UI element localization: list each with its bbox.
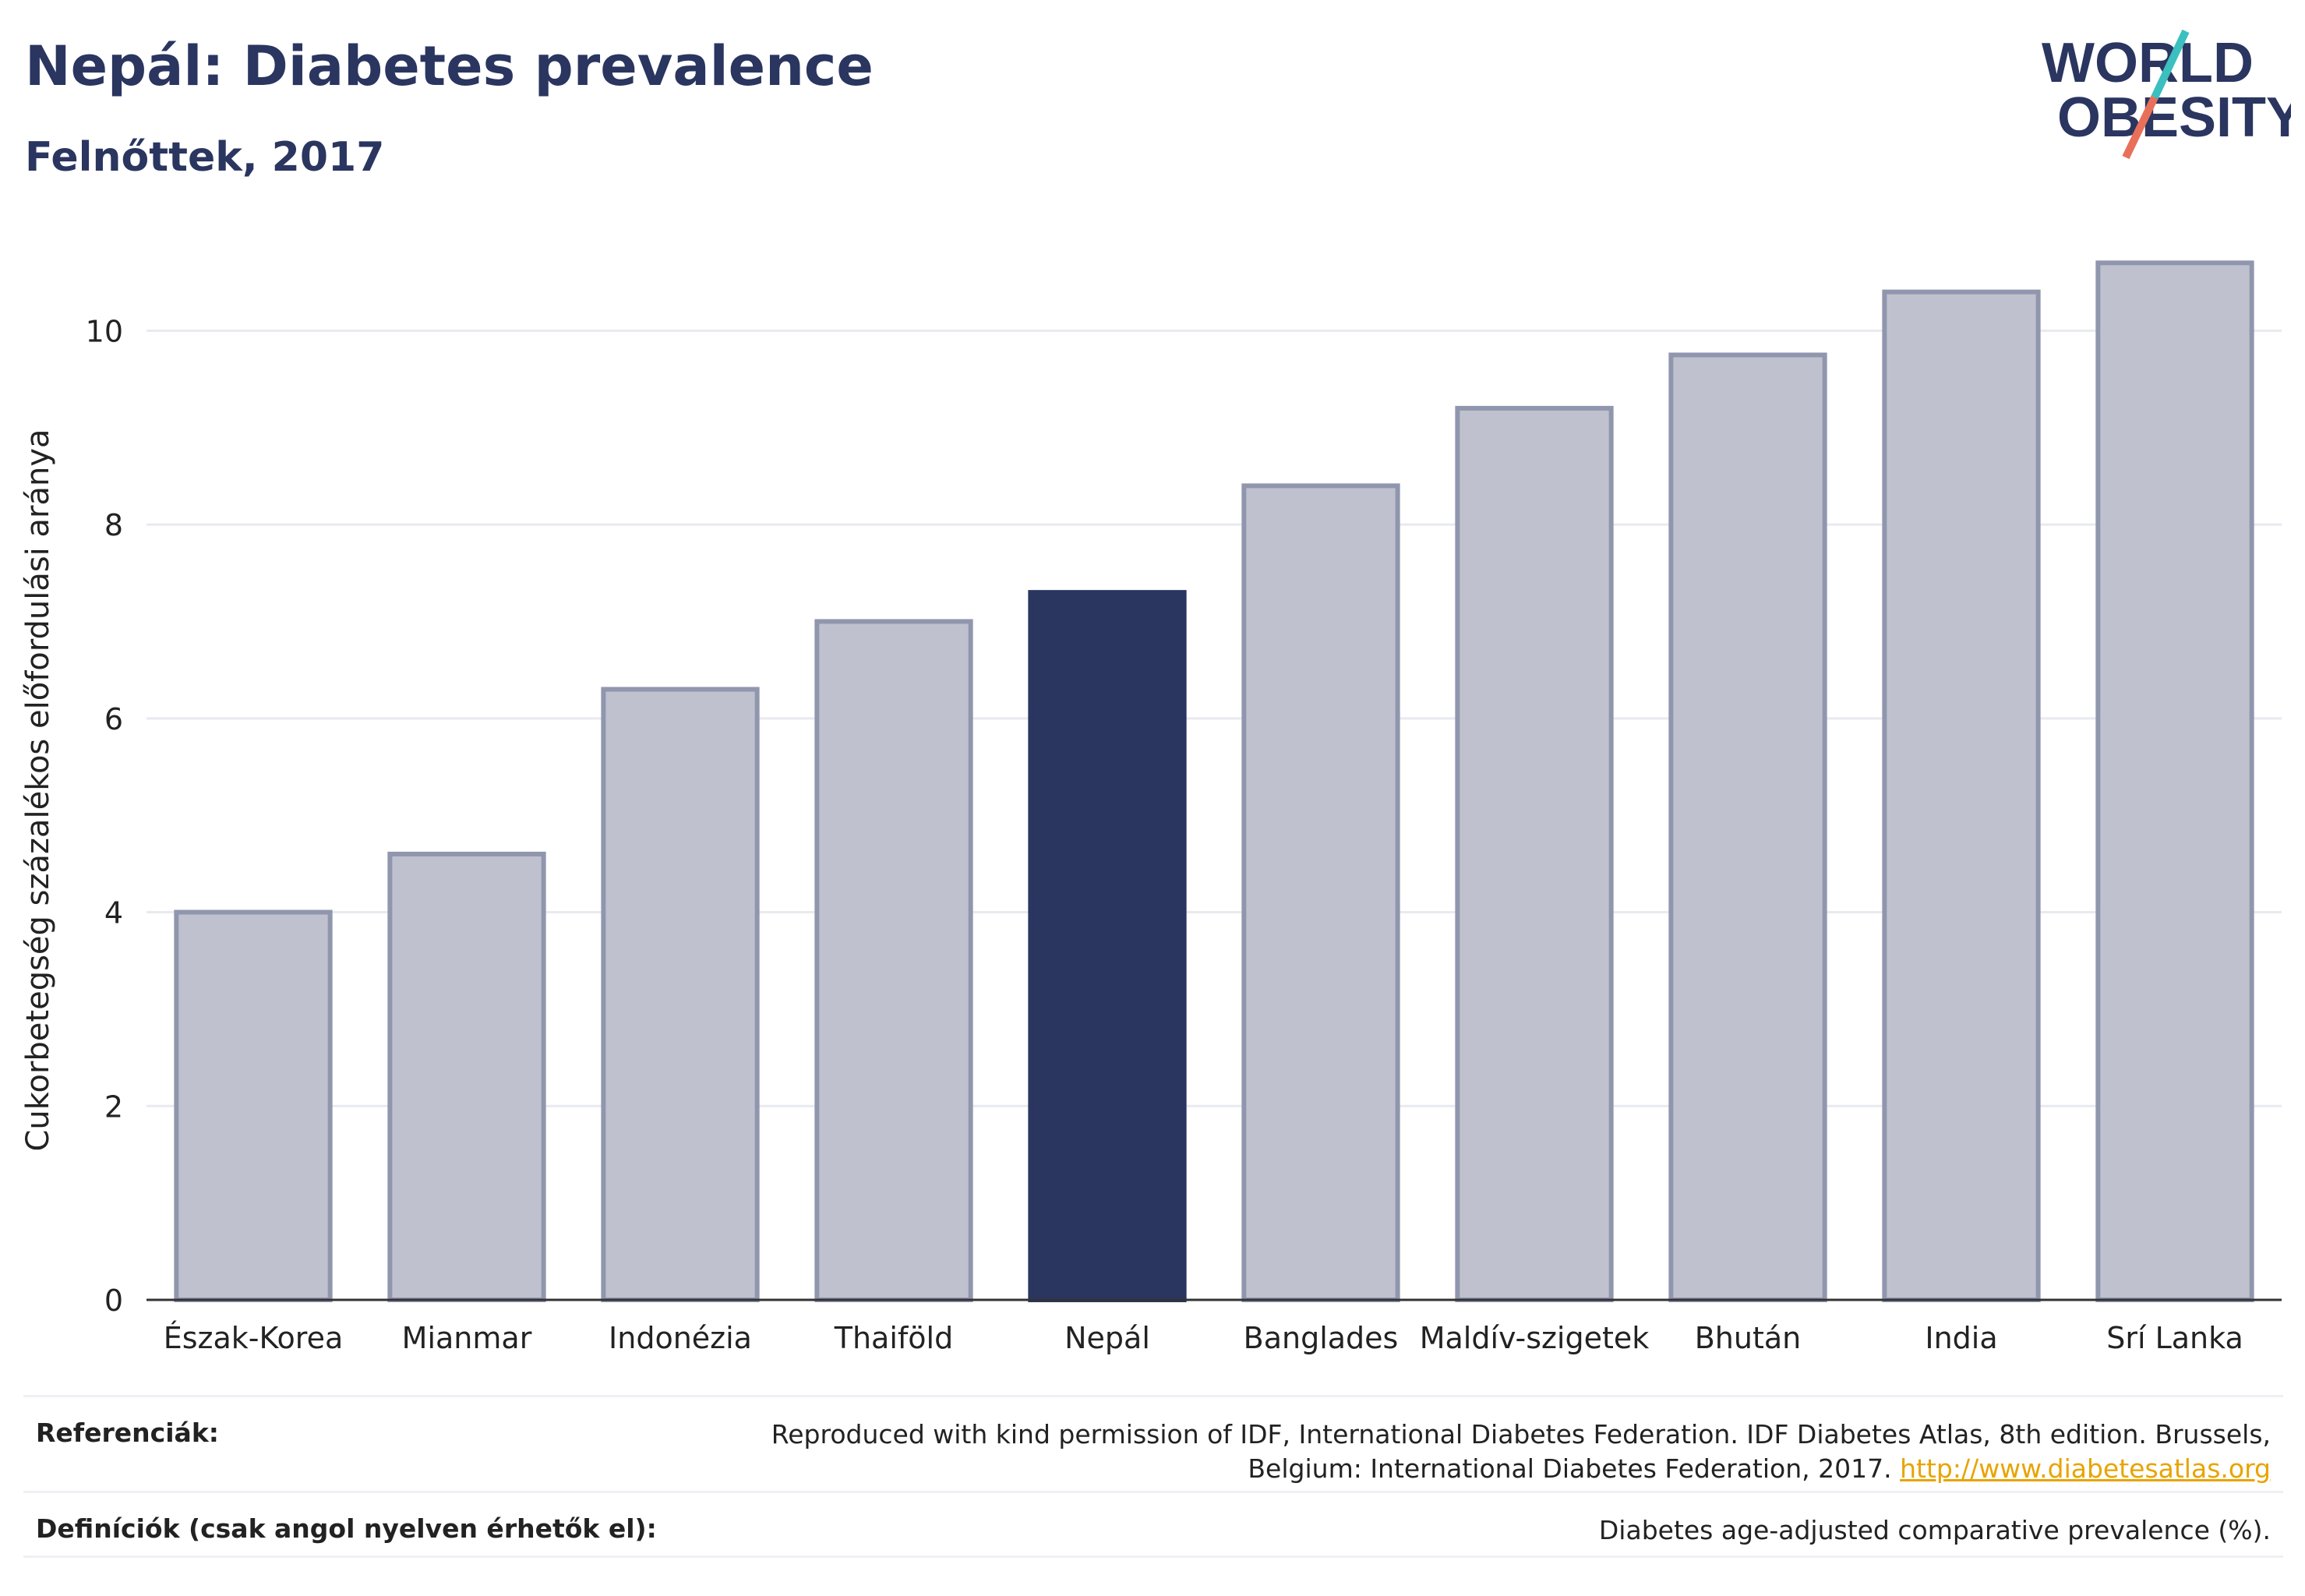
definitions-label: Definíciók (csak angol nyelven érhetők e… — [36, 1513, 657, 1544]
references-value: Reproduced with kind permission of IDF, … — [712, 1418, 2271, 1486]
x-tick-label: Észak-Korea — [164, 1321, 344, 1355]
bar-Észak-Korea — [174, 909, 333, 1302]
x-tick-labels: Észak-Korea Mianmar Indonézia Thaiföld Nepál… — [164, 1321, 2243, 1355]
references-row: Referenciák: Reproduced with kind permis… — [23, 1395, 2283, 1491]
y-tick-label: 4 — [104, 896, 123, 930]
chart-title: Nepál: Diabetes prevalence — [25, 34, 874, 98]
bar-Indonézia — [601, 687, 760, 1302]
x-tick-label: India — [1925, 1321, 1997, 1355]
references-label: Referenciák: — [36, 1418, 219, 1448]
references-text: Reproduced with kind permission of IDF, … — [771, 1419, 2271, 1484]
references-link[interactable]: http://www.diabetesatlas.org — [1900, 1453, 2271, 1484]
logo-line2: OBESITY — [2057, 87, 2291, 149]
y-tick-label: 2 — [104, 1089, 123, 1124]
bars — [174, 260, 2254, 1303]
bar-India — [1882, 289, 2041, 1303]
y-axis-label: Cukorbetegség százalékos előfordulási ar… — [20, 429, 56, 1151]
chart-subtitle: Felnőttek, 2017 — [25, 134, 385, 181]
logo-slash-teal — [2151, 29, 2190, 100]
y-tick-label: 8 — [104, 508, 123, 542]
x-tick-label: Banglades — [1244, 1321, 1399, 1355]
bar-Srí Lanka — [2095, 260, 2254, 1302]
y-tick-label: 0 — [104, 1284, 123, 1318]
definitions-value: Diabetes age-adjusted comparative preval… — [1598, 1515, 2271, 1545]
bar-Bhután — [1668, 352, 1827, 1302]
definitions-row: Definíciók (csak angol nyelven érhetők e… — [23, 1491, 2283, 1558]
x-tick-label: Indonézia — [609, 1321, 752, 1355]
world-obesity-logo: WORLD OBESITY — [2042, 29, 2291, 160]
x-tick-label: Srí Lanka — [2106, 1321, 2243, 1355]
bar-Maldív-szigetek — [1455, 405, 1614, 1303]
logo-line1: WORLD — [2042, 32, 2254, 94]
y-tick-label: 10 — [86, 314, 123, 348]
y-tick-label: 6 — [104, 702, 123, 736]
bar-Banglades — [1241, 483, 1400, 1302]
x-tick-label: Mianmar — [402, 1321, 532, 1355]
bar-Nepál — [1028, 590, 1187, 1302]
x-tick-label: Nepál — [1064, 1321, 1150, 1355]
x-tick-label: Maldív-szigetek — [1420, 1321, 1650, 1355]
footer: Referenciák: Reproduced with kind permis… — [23, 1395, 2283, 1558]
y-tick-labels: 0 2 4 6 8 10 — [86, 314, 123, 1318]
bar-chart: 0 2 4 6 8 10 Észak-Korea Mianmar Indonézia Thaif… — [20, 260, 2282, 1355]
logo-slash-coral — [2122, 95, 2159, 160]
x-tick-label: Thaiföld — [834, 1321, 953, 1355]
x-tick-label: Bhután — [1695, 1321, 1802, 1355]
bar-Thaiföld — [814, 619, 973, 1302]
bar-Mianmar — [387, 851, 546, 1302]
